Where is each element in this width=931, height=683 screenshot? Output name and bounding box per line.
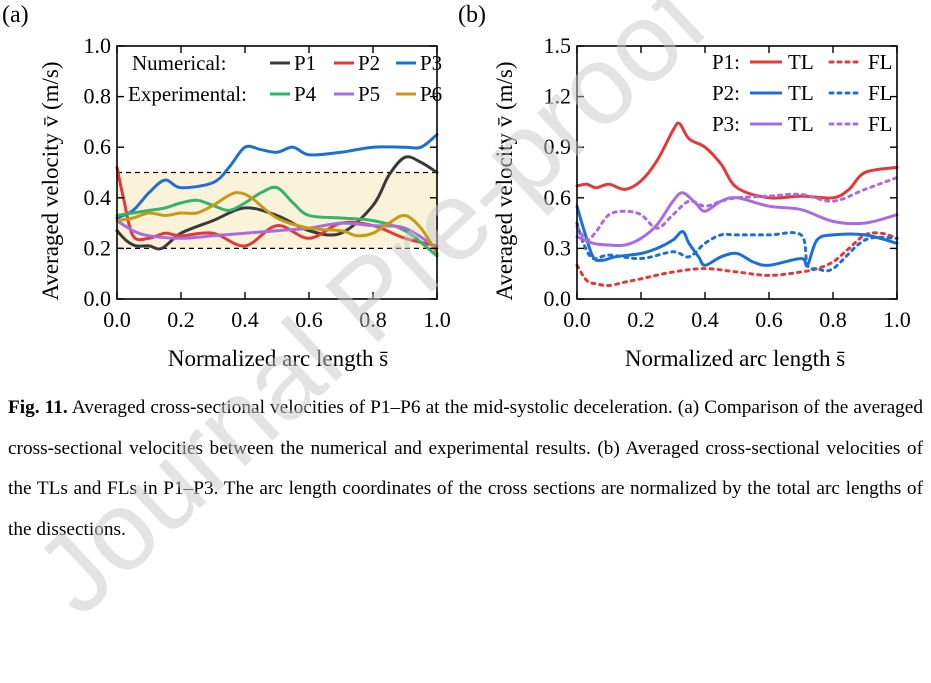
panel-a-chart: (a) Averaged velocity v̄ (m/s) Normalize… <box>2 2 451 371</box>
panel-a-frame <box>116 45 438 300</box>
x-tick-label: 0.4 <box>691 307 719 332</box>
panel-b-frame <box>576 45 898 300</box>
panel-a-legend: Numerical: Experimental: P1 P2 P3 P4 P5 P6 <box>128 51 442 106</box>
legend-entry-tl: TL <box>788 81 814 105</box>
caption-text: Averaged cross-sectional velocities of P… <box>8 397 923 540</box>
series-line-p4 <box>115 185 439 258</box>
y-tick-label: 0.6 <box>84 134 112 159</box>
series-line-p3 <box>115 133 439 220</box>
y-tick-label: 1.0 <box>84 33 112 58</box>
panel-a-ticks: 0.0 0.2 0.4 0.6 0.8 1.0 0.0 0.2 0.4 0.6 0.8 1.0 <box>84 33 451 332</box>
x-tick-label: 1.0 <box>423 307 451 332</box>
x-tick-label: 0.6 <box>755 307 783 332</box>
series-line-p2-fl <box>575 221 899 273</box>
y-tick-label: 0.4 <box>84 185 112 210</box>
y-tick-label: 1.5 <box>544 33 572 58</box>
series-line-p3-fl <box>575 176 899 242</box>
series-line-p6 <box>115 191 439 255</box>
legend-entry-fl: FL <box>868 81 893 105</box>
y-tick-label: 0.9 <box>544 134 572 159</box>
series-line-p1 <box>115 155 439 251</box>
legend-entry-p6: P6 <box>420 82 442 106</box>
y-tick-label: 0.0 <box>544 286 572 311</box>
panel-b-x-axis-label: Normalized arc length s̄ <box>625 346 845 371</box>
legend-row-p1: P1: <box>712 50 740 74</box>
series-line-p5 <box>115 219 439 250</box>
x-tick-label: 0.4 <box>231 307 259 332</box>
legend-row-p3: P3: <box>712 112 740 136</box>
caption-label: Fig. 11. <box>8 397 68 418</box>
legend-entry-p1: P1 <box>294 51 316 75</box>
legend-row-p2: P2: <box>712 81 740 105</box>
y-tick-label: 0.2 <box>84 235 112 260</box>
legend-numerical-label: Numerical: <box>132 51 226 75</box>
series-line-p2-tl <box>575 204 899 268</box>
panel-b-y-axis-label: Averaged velocity v̄ (m/s) <box>492 61 517 300</box>
panel-a-y-axis-label: Averaged velocity v̄ (m/s) <box>38 61 63 300</box>
y-tick-label: 1.2 <box>544 84 572 109</box>
panel-a-x-axis-label: Normalized arc length s̄ <box>168 346 388 371</box>
legend-entry-p2: P2 <box>358 51 380 75</box>
series-line-p1-fl <box>575 231 899 288</box>
x-tick-label: 0.2 <box>167 307 195 332</box>
series-line-p3-tl <box>575 191 899 248</box>
legend-experimental-label: Experimental: <box>128 82 247 106</box>
x-tick-label: 0.6 <box>295 307 323 332</box>
panel-a-series-group <box>115 133 439 258</box>
panel-b-label: (b) <box>458 2 486 28</box>
figure-caption: Fig. 11. Averaged cross-sectional veloci… <box>8 388 923 550</box>
legend-entry-fl: FL <box>868 50 893 74</box>
x-tick-label: 0.8 <box>359 307 387 332</box>
panel-b-ticks: 0.0 0.2 0.4 0.6 0.8 1.0 0.0 0.3 0.6 0.9 1.2 1.5 <box>544 33 911 332</box>
legend-entry-tl: TL <box>788 50 814 74</box>
legend-entry-tl: TL <box>788 112 814 136</box>
x-tick-label: 0.2 <box>627 307 655 332</box>
panel-b-legend: P1: P2: P3: TL FL TL FL TL FL <box>712 50 893 136</box>
legend-entry-p5: P5 <box>358 82 380 106</box>
legend-entry-p3: P3 <box>420 51 442 75</box>
x-tick-label: 0.0 <box>563 307 591 332</box>
y-tick-label: 0.8 <box>84 84 112 109</box>
x-tick-label: 0.0 <box>103 307 131 332</box>
figure-11: (a) Averaged velocity v̄ (m/s) Normalize… <box>2 2 911 371</box>
x-tick-label: 0.8 <box>819 307 847 332</box>
x-tick-label: 1.0 <box>883 307 911 332</box>
panel-b-series-group <box>575 121 899 288</box>
panel-a-label: (a) <box>2 2 29 28</box>
y-tick-label: 0.3 <box>544 235 572 260</box>
legend-entry-p4: P4 <box>294 82 317 106</box>
series-line-p1-tl <box>575 121 899 200</box>
legend-entry-fl: FL <box>868 112 893 136</box>
panel-b-chart: (b) Averaged velocity v̄ (m/s) Normalize… <box>458 2 911 371</box>
y-tick-label: 0.6 <box>544 185 572 210</box>
y-tick-label: 0.0 <box>84 286 112 311</box>
